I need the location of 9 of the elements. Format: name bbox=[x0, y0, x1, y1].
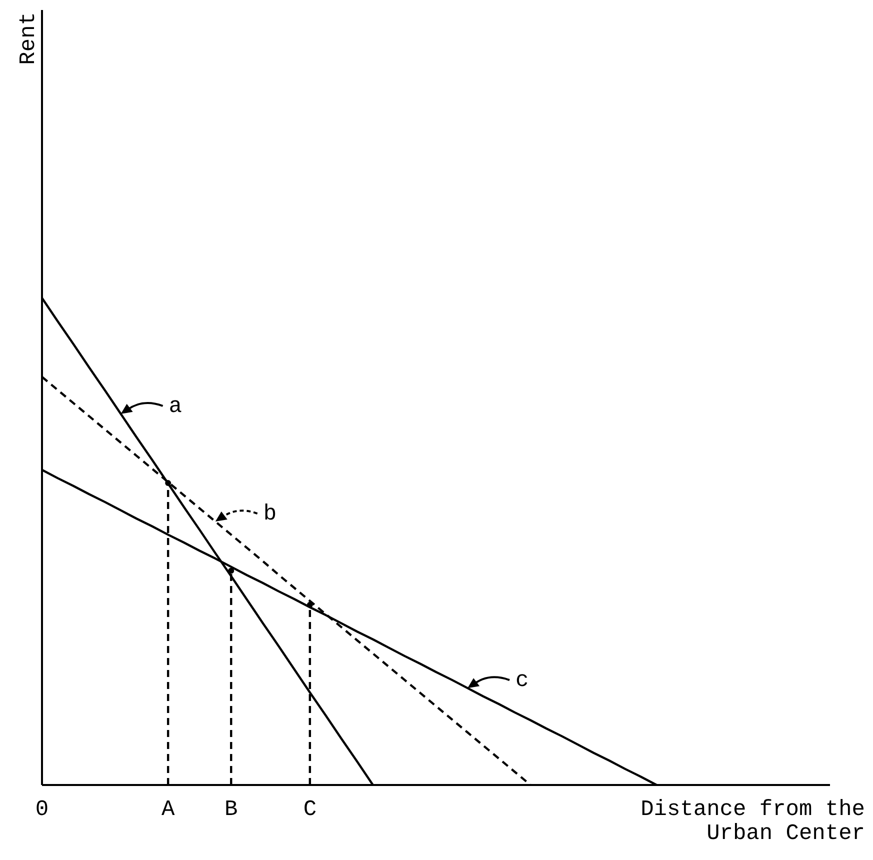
x-tick-label: C bbox=[303, 797, 317, 822]
text: Rent bbox=[16, 12, 41, 65]
legend-label: b bbox=[263, 502, 277, 527]
x-tick-label: A bbox=[161, 797, 176, 822]
legend-label: c bbox=[516, 668, 529, 694]
legend-label: a bbox=[168, 394, 182, 419]
x-tick-label: B bbox=[224, 797, 238, 822]
x-axis-title: Distance from the Urban Center bbox=[640, 797, 865, 846]
x-tick-label: 0 bbox=[35, 797, 49, 822]
